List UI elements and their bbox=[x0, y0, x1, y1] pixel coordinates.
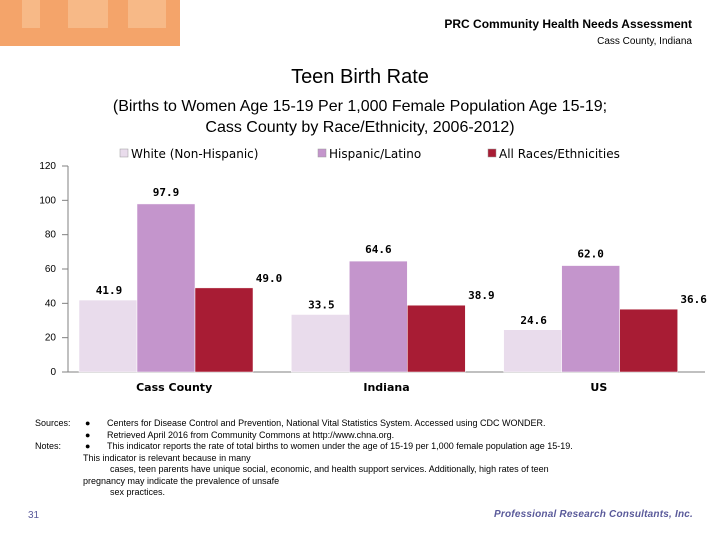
bar bbox=[619, 308, 678, 373]
source-line-2: Retrieved April 2016 from Community Comm… bbox=[107, 429, 395, 440]
y-tick-label: 120 bbox=[39, 161, 56, 172]
page-number: 31 bbox=[28, 510, 40, 521]
data-label: 36.6 bbox=[680, 293, 707, 306]
legend-label: Hispanic/Latino bbox=[329, 147, 421, 161]
bar bbox=[349, 260, 408, 373]
logo-square bbox=[22, 0, 40, 28]
data-label: 97.9 bbox=[153, 186, 180, 199]
data-label: 24.6 bbox=[520, 314, 547, 327]
data-label: 64.6 bbox=[365, 243, 392, 256]
y-tick-label: 40 bbox=[45, 298, 57, 309]
y-tick-label: 100 bbox=[39, 195, 56, 206]
note-line-3: cases, teen parents have unique social, … bbox=[110, 464, 549, 474]
data-label: 62.0 bbox=[577, 248, 604, 261]
note-line-2: This indicator is relevant because in ma… bbox=[83, 452, 251, 463]
category-label: US bbox=[590, 381, 607, 394]
bar bbox=[561, 265, 620, 373]
logo-square bbox=[128, 0, 166, 28]
data-label: 41.9 bbox=[96, 284, 123, 297]
chart-subtitle-line-2: Cass County by Race/Ethnicity, 2006-2012… bbox=[205, 119, 515, 136]
data-label: 49.0 bbox=[256, 272, 283, 285]
chart-title: Teen Birth Rate bbox=[291, 66, 429, 88]
logo-square bbox=[68, 0, 108, 28]
bullet-icon: ● bbox=[85, 441, 91, 451]
y-tick-label: 20 bbox=[45, 333, 57, 344]
data-label: 33.5 bbox=[308, 298, 335, 311]
chart-subtitle: (Births to Women Age 15-19 Per 1,000 Fem… bbox=[0, 96, 720, 138]
note-line-1: This indicator reports the rate of total… bbox=[107, 441, 573, 451]
category-label: Cass County bbox=[136, 381, 212, 394]
legend-swatch bbox=[317, 148, 327, 158]
bar bbox=[194, 287, 254, 373]
legend-swatch bbox=[487, 148, 497, 158]
legend-label: White (Non-Hispanic) bbox=[131, 147, 258, 161]
legend-swatch bbox=[119, 148, 129, 158]
y-tick-label: 80 bbox=[45, 230, 57, 241]
bar bbox=[503, 329, 562, 373]
category-label: Indiana bbox=[363, 381, 409, 394]
bullet-icon: ● bbox=[85, 429, 91, 440]
data-label: 38.9 bbox=[468, 289, 495, 302]
notes-section: Sources: ● Centers for Disease Control a… bbox=[35, 418, 705, 499]
sources-label: Sources: bbox=[35, 418, 71, 428]
header-subtitle: Cass County, Indiana bbox=[597, 36, 692, 47]
bar bbox=[291, 314, 350, 373]
bar-chart: 0 20 40 60 80 100 120 White (Non-Hispanic) Hispa… bbox=[39, 147, 707, 394]
source-line-1: Centers for Disease Control and Preventi… bbox=[107, 418, 546, 428]
bullet-icon: ● bbox=[85, 418, 91, 428]
legend-label: All Races/Ethnicities bbox=[499, 147, 620, 161]
bar bbox=[407, 304, 466, 373]
note-line-4: pregnancy may indicate the prevalence of… bbox=[83, 475, 280, 486]
chart-subtitle-line-1: (Births to Women Age 15-19 Per 1,000 Fem… bbox=[112, 98, 608, 115]
header-title: PRC Community Health Needs Assessment bbox=[444, 17, 692, 31]
bar bbox=[136, 203, 196, 373]
footer-logo: Professional Research Consultants, Inc. bbox=[494, 509, 693, 520]
header-logo-block bbox=[0, 0, 180, 46]
notes-label: Notes: bbox=[35, 441, 62, 451]
y-tick-label: 60 bbox=[45, 264, 57, 275]
y-tick-label: 0 bbox=[50, 367, 56, 378]
bar bbox=[78, 299, 138, 373]
note-line-5: sex practices. bbox=[110, 487, 166, 497]
